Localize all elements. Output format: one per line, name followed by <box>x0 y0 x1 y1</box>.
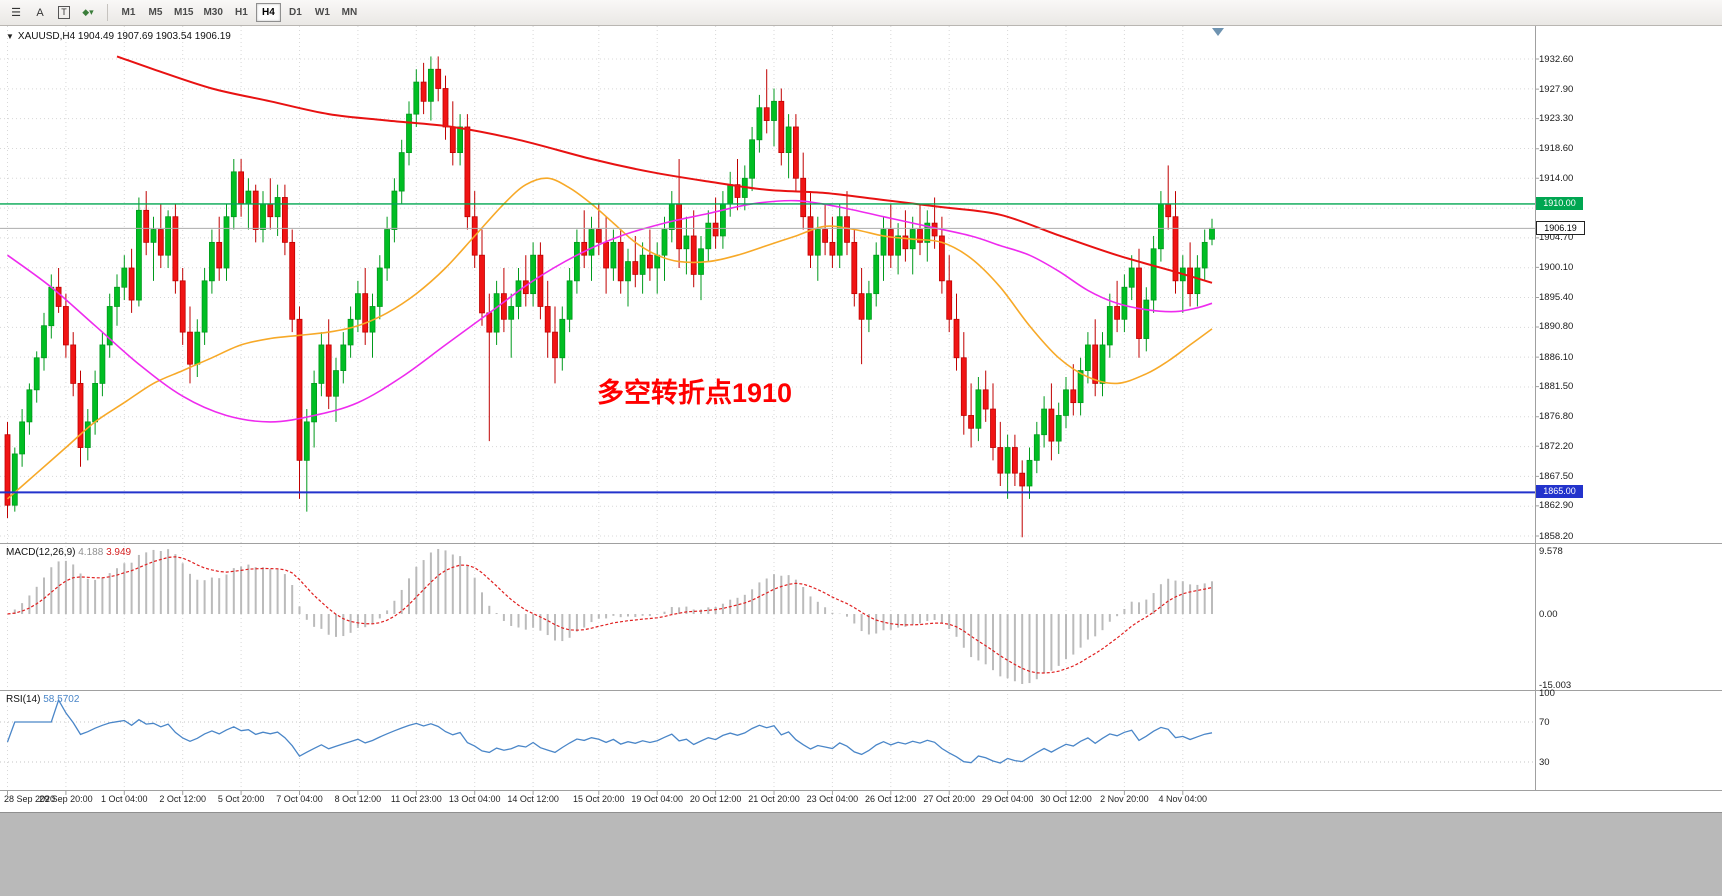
time-axis[interactable]: 28 Sep 2020 29 Sep 20:00 1 Oct 04:00 2 Oct … <box>0 791 1535 811</box>
time-tick: 29 Oct 04:00 <box>981 794 1034 804</box>
time-tick: 2 Oct 12:00 <box>159 794 206 804</box>
resistance-price-badge[interactable]: 1910.00 <box>1536 196 1583 210</box>
time-tick: 21 Oct 20:00 <box>748 794 800 804</box>
price-tick: 1918.60 <box>1539 143 1574 155</box>
macd-tick: -15.003 <box>1539 680 1572 691</box>
price-tick: 1872.20 <box>1539 440 1574 452</box>
ma-orange-line <box>6 177 1213 500</box>
rsi-value: 58.5702 <box>43 694 80 705</box>
timeframe-w1-button[interactable]: W1 <box>310 3 335 22</box>
time-tick: 14 Oct 12:00 <box>507 794 559 804</box>
rsi-tick: 30 <box>1539 757 1550 768</box>
ma-red-line <box>116 55 1213 284</box>
macd-tick: 0.00 <box>1539 609 1558 621</box>
bottom-gray-area <box>0 812 1722 896</box>
time-tick: 23 Oct 04:00 <box>806 794 859 804</box>
time-tick: 19 Oct 04:00 <box>631 794 683 804</box>
price-tick: 1927.90 <box>1539 83 1574 95</box>
price-tick: 1862.90 <box>1539 500 1574 512</box>
time-tick: 5 Oct 20:00 <box>217 794 265 804</box>
price-tick: 1867.50 <box>1539 470 1574 482</box>
timeframe-toolbar: M1 M5 M15 M30 H1 H4 D1 W1 MN <box>115 3 363 22</box>
ohlc-readout: XAUUSD,H4 1904.49 1907.69 1903.54 1906.1… <box>17 31 231 42</box>
time-tick: 7 Oct 04:00 <box>276 794 323 804</box>
quick-trade-arrow-icon[interactable]: ▼ <box>6 32 14 41</box>
support-price-badge[interactable]: 1865.00 <box>1536 485 1583 499</box>
rsi-label: RSI(14) 58.5702 <box>6 694 79 705</box>
price-tick: 1881.50 <box>1539 381 1574 393</box>
price-tick: 1900.10 <box>1539 261 1574 273</box>
price-tick: 1858.20 <box>1539 530 1574 542</box>
time-tick: 28 Sep 2020 <box>4 794 56 804</box>
price-tick: 1890.80 <box>1539 321 1574 333</box>
price-tick: 1932.60 <box>1539 53 1574 65</box>
time-tick: 26 Oct 12:00 <box>865 794 917 804</box>
rsi-tick: 70 <box>1539 717 1550 728</box>
price-tick: 1914.00 <box>1539 172 1574 184</box>
price-tick: 1904.70 <box>1539 232 1574 244</box>
time-tick: 8 Oct 12:00 <box>334 794 382 804</box>
time-tick: 27 Oct 20:00 <box>923 794 975 804</box>
macd-main-value: 4.188 <box>78 547 104 558</box>
price-axis[interactable]: 1932.60 1927.90 1923.30 1918.60 1914.00 1904.… <box>1539 0 1599 896</box>
timeframe-h1-button[interactable]: H1 <box>229 3 254 22</box>
rsi-name: RSI(14) <box>6 694 41 705</box>
price-tick: 1886.10 <box>1539 351 1574 363</box>
annotation-text[interactable]: 多空转折点1910 <box>597 378 793 408</box>
time-tick: 29 Sep 20:00 <box>39 794 93 804</box>
toolbar: ☰ A T ◆▾ M1 M5 M15 M30 H1 H4 D1 W1 MN <box>0 0 1722 26</box>
current-price-badge: 1906.19 <box>1536 221 1585 236</box>
time-tick: 2 Nov 20:00 <box>1100 794 1149 804</box>
timeframe-m15-button[interactable]: M15 <box>170 3 197 22</box>
timeframe-m30-button[interactable]: M30 <box>199 3 226 22</box>
time-tick: 1 Oct 04:00 <box>101 794 148 804</box>
ma-magenta-line <box>7 199 1213 423</box>
timeframe-mn-button[interactable]: MN <box>337 3 362 22</box>
price-tick: 1876.80 <box>1539 411 1574 423</box>
time-tick: 4 Nov 04:00 <box>1158 794 1208 804</box>
time-tick: 11 Oct 23:00 <box>390 794 442 804</box>
chart-title: ▼ XAUUSD,H4 1904.49 1907.69 1903.54 1906.… <box>6 31 231 42</box>
rsi-tick: 100 <box>1539 688 1555 699</box>
timeframe-h4-button[interactable]: H4 <box>255 3 281 22</box>
chart-shift-marker[interactable] <box>1212 28 1224 36</box>
time-tick: 20 Oct 12:00 <box>689 794 742 804</box>
macd-label: MACD(12,26,9) 4.188 3.949 <box>6 547 131 558</box>
timeframe-m1-button[interactable]: M1 <box>116 3 141 22</box>
timeframe-m5-button[interactable]: M5 <box>143 3 168 22</box>
time-tick: 15 Oct 20:00 <box>573 794 625 804</box>
timeframe-d1-button[interactable]: D1 <box>283 3 308 22</box>
macd-signal-value: 3.949 <box>106 547 132 558</box>
macd-name: MACD(12,26,9) <box>6 547 76 558</box>
price-tick: 1923.30 <box>1539 113 1574 125</box>
toolbar-separator <box>107 4 108 21</box>
macd-tick: 9.578 <box>1539 546 1563 557</box>
time-tick: 13 Oct 04:00 <box>448 794 501 804</box>
time-tick: 30 Oct 12:00 <box>1040 794 1092 804</box>
price-tick: 1895.40 <box>1539 292 1574 303</box>
